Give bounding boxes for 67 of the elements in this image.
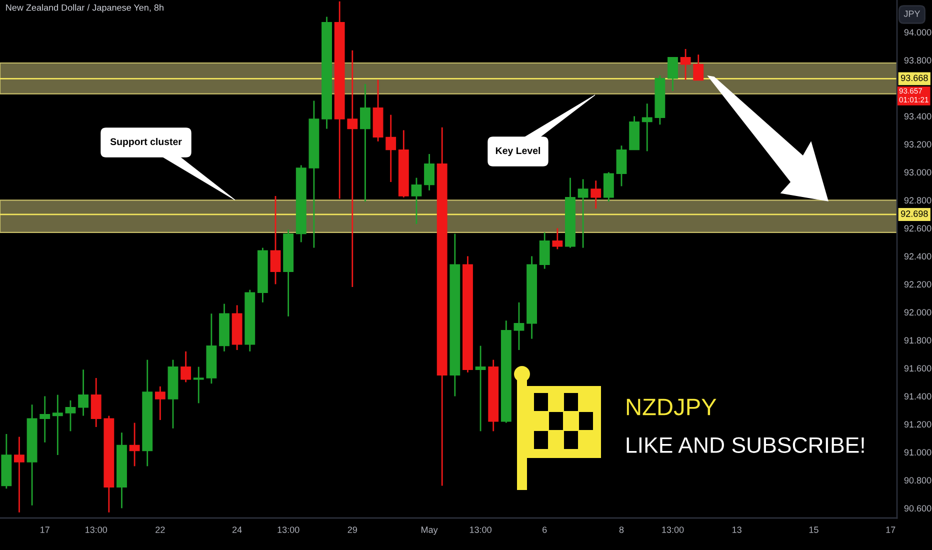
y-tick-label: 93.800 <box>904 57 932 64</box>
candlestick <box>180 350 192 383</box>
candlestick <box>590 180 602 210</box>
y-tick-label: 92.800 <box>904 197 932 204</box>
y-tick-label: 93.400 <box>904 113 932 120</box>
candlestick <box>14 436 24 514</box>
candlestick <box>539 232 550 270</box>
x-tick-label: 24 <box>232 526 242 533</box>
x-tick-label: 15 <box>809 526 818 533</box>
candlestick <box>603 172 614 202</box>
y-tick-label: 92.600 <box>904 225 932 232</box>
y-tick-label: 90.600 <box>904 505 932 512</box>
candlestick <box>78 368 89 416</box>
candlestick <box>424 153 434 192</box>
candlestick <box>693 54 704 81</box>
x-tick-label: May <box>421 526 438 535</box>
candlestick <box>552 228 563 250</box>
candlestick <box>680 48 691 80</box>
candlestick <box>40 396 50 444</box>
x-tick-label: 13:00 <box>86 526 108 533</box>
x-tick-label: 13 <box>732 526 742 533</box>
y-tick-label: 91.400 <box>904 393 932 400</box>
candlestick <box>270 195 281 285</box>
candlestick <box>386 114 396 183</box>
y-tick-label: 90.800 <box>904 477 932 484</box>
y-tick-label: 93.200 <box>904 141 932 148</box>
y-tick-label: 91.800 <box>904 337 932 344</box>
annotation: LIKE AND SUBSCRIBE! <box>626 437 864 453</box>
y-tick-label: 94.000 <box>904 29 932 36</box>
y-tick-label: 92.400 <box>904 253 932 260</box>
candlestick <box>65 400 76 432</box>
candlestick <box>129 422 140 467</box>
x-tick-label: 8 <box>619 526 624 533</box>
candlestick <box>578 178 588 248</box>
candlestick <box>514 302 524 351</box>
candlestick <box>193 366 204 404</box>
y-tick-label: 91.200 <box>904 421 932 428</box>
x-tick-label: 17 <box>40 526 50 533</box>
candlestick <box>616 144 627 187</box>
y-tick-label: 91.600 <box>904 365 932 372</box>
x-tick-label: 13:00 <box>662 526 684 533</box>
candlestick <box>668 56 678 92</box>
candlestick <box>475 345 486 432</box>
x-tick-label: 13:00 <box>470 526 492 533</box>
y-tick-label: 91.000 <box>904 449 932 456</box>
candlestick <box>360 83 370 202</box>
annotation: Key Level <box>496 146 540 156</box>
candlestick <box>347 50 358 288</box>
annotation: Support cluster <box>110 138 182 148</box>
x-tick-label: 29 <box>348 526 357 533</box>
y-tick-label: 92.000 <box>904 309 932 316</box>
ref-line-label: 93.668 <box>901 74 928 82</box>
annotation: NZDJPY <box>626 398 716 416</box>
candlestick <box>154 386 166 421</box>
candlestick <box>52 394 63 456</box>
x-tick-label: 17 <box>886 526 896 533</box>
candlestick <box>90 377 102 428</box>
y-axis-title: JPY <box>904 10 920 17</box>
y-tick-label: 92.200 <box>904 281 932 288</box>
candlestick <box>642 102 652 152</box>
x-tick-label: 22 <box>156 526 165 533</box>
y-tick-label: 93.000 <box>904 169 932 176</box>
x-tick-label: 13:00 <box>278 526 300 533</box>
candlestick <box>411 177 422 225</box>
chart-title: New Zealand Dollar / Japanese Yen, 8h <box>6 4 164 13</box>
x-tick-label: 6 <box>542 526 547 533</box>
ref-line-label: 92.698 <box>901 210 928 217</box>
